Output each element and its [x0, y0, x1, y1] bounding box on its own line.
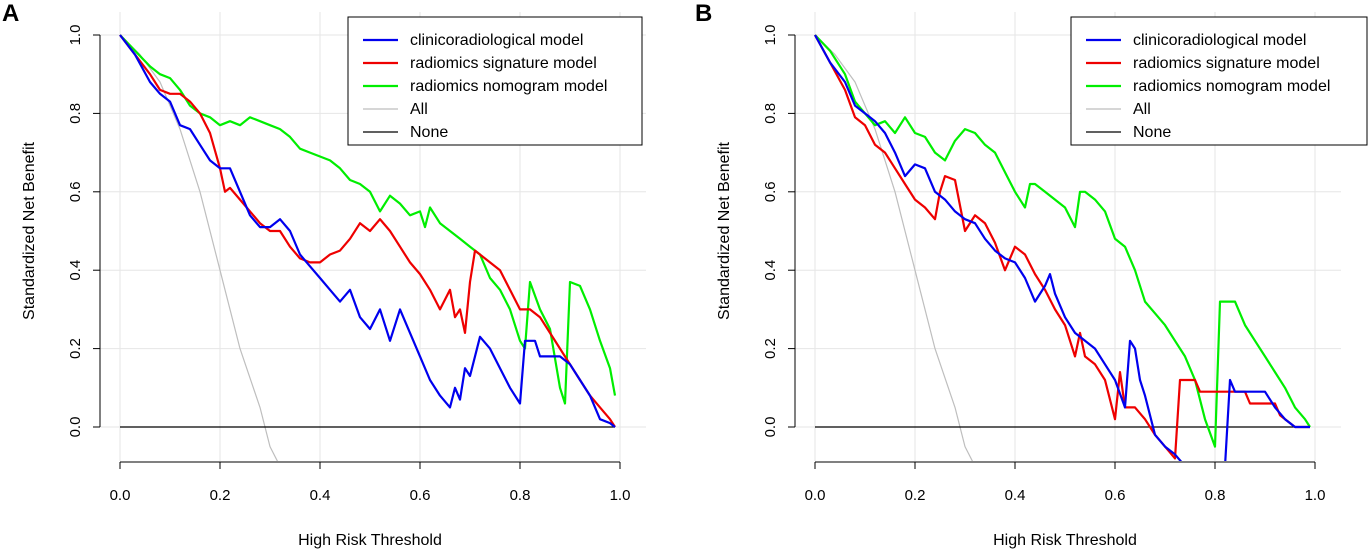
y-tick-label: 0.8 — [762, 103, 779, 124]
y-tick-label: 0.2 — [762, 338, 779, 359]
x-tick-label: 1.0 — [610, 487, 631, 504]
series-line-radiomics-signature-model — [814, 34, 1310, 460]
chart-panel-a: 0.0 0.2 0.4 0.6 0.8 1.0 0.0 0.2 0.4 0.6 0.8 1.0 High… — [21, 12, 646, 549]
x-tick-label: 1.0 — [1305, 487, 1326, 504]
x-tick-label: 0.0 — [805, 487, 826, 504]
y-axis-title: Standardized Net Benefit — [21, 142, 38, 320]
series-line-radiomics-signature-model — [119, 34, 616, 428]
x-tick-label: 0.2 — [905, 487, 926, 504]
legend-label: radiomics signature model — [1133, 55, 1320, 72]
x-tick-label: 0.4 — [1005, 487, 1026, 504]
axes: 0.0 0.2 0.4 0.6 0.8 1.0 0.0 0.2 0.4 0.6 0.8 1.0 — [762, 25, 1325, 504]
legend-label: radiomics nomogram model — [410, 78, 607, 95]
legend-label: None — [1133, 124, 1171, 141]
chart-panel-b: 0.0 0.2 0.4 0.6 0.8 1.0 0.0 0.2 0.4 0.6 0.8 1.0 High… — [716, 12, 1368, 549]
x-tick-label: 0.8 — [1205, 487, 1226, 504]
x-tick-label: 0.8 — [510, 487, 531, 504]
legend-label: All — [410, 101, 428, 118]
series-line-radiomics-nomogram-model — [119, 34, 617, 405]
legend-label: clinicoradiological model — [1133, 32, 1306, 49]
x-tick-label: 0.6 — [410, 487, 431, 504]
y-tick-label: 0.8 — [67, 103, 84, 124]
y-tick-label: 1.0 — [762, 25, 779, 46]
x-tick-label: 0.0 — [110, 487, 131, 504]
axes: 0.0 0.2 0.4 0.6 0.8 1.0 0.0 0.2 0.4 0.6 0.8 1.0 — [67, 25, 630, 504]
panel-label-a: A — [2, 0, 20, 27]
y-tick-label: 1.0 — [67, 25, 84, 46]
y-tick-label: 0.2 — [67, 338, 84, 359]
y-tick-label: 0.0 — [762, 417, 779, 438]
y-tick-label: 0.6 — [762, 181, 779, 202]
legend-box — [1070, 16, 1368, 146]
y-tick-label: 0.4 — [762, 260, 779, 281]
legend-box — [347, 16, 643, 146]
legend-label: radiomics signature model — [410, 55, 597, 72]
y-tick-label: 0.0 — [67, 417, 84, 438]
series-line-clinicoradiological-model — [119, 34, 616, 428]
legend-label: radiomics nomogram model — [1133, 78, 1330, 95]
y-tick-label: 0.4 — [67, 260, 84, 281]
y-axis-title: Standardized Net Benefit — [716, 142, 733, 320]
x-tick-label: 0.6 — [1105, 487, 1126, 504]
legend-label: All — [1133, 101, 1151, 118]
legend-label: None — [410, 124, 448, 141]
legend: clinicoradiological model radiomics signa… — [347, 16, 643, 146]
x-tick-label: 0.4 — [310, 487, 331, 504]
x-axis-title: High Risk Threshold — [298, 532, 442, 549]
series-line-clinicoradiological-model — [814, 34, 1310, 461]
panel-label-b: B — [695, 0, 713, 27]
legend: clinicoradiological model radiomics signa… — [1070, 16, 1368, 146]
series-group — [119, 34, 617, 461]
x-axis-title: High Risk Threshold — [993, 532, 1137, 549]
series-line-radiomics-nomogram-model — [814, 34, 1311, 448]
series-line-all — [119, 34, 279, 461]
series-group — [814, 34, 1311, 461]
x-tick-label: 0.2 — [210, 487, 231, 504]
series-line-all — [814, 34, 974, 461]
y-tick-label: 0.6 — [67, 181, 84, 202]
legend-label: clinicoradiological model — [410, 32, 583, 49]
